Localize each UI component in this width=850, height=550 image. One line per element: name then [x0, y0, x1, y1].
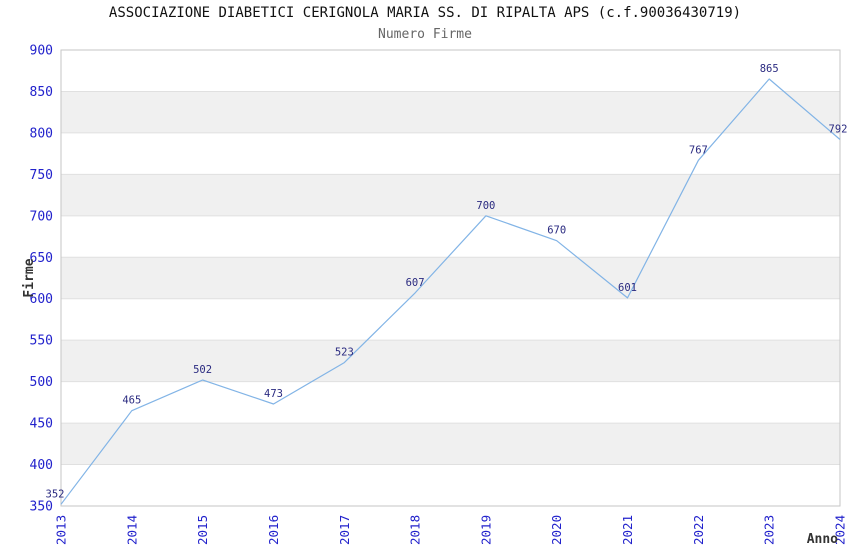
x-tick-label: 2020	[549, 515, 564, 545]
x-tick-label: 2014	[124, 515, 139, 545]
point-label: 473	[264, 388, 283, 400]
y-tick-label: 450	[30, 417, 53, 432]
y-tick-label: 800	[30, 126, 53, 141]
y-axis-tick-labels: 350 400 450 500 550 600 650 700 750 800 850 900	[30, 44, 53, 515]
y-tick-label: 400	[30, 458, 53, 473]
point-label: 502	[193, 364, 212, 376]
gridlines	[61, 49, 840, 507]
y-axis-title: Firme	[22, 258, 37, 297]
chart-title: ASSOCIAZIONE DIABETICI CERIGNOLA MARIA S…	[108, 5, 742, 21]
x-tick-label: 2013	[54, 515, 69, 545]
x-tick-label: 2015	[195, 515, 210, 545]
series-line-firme	[60, 78, 841, 505]
y-tick-label: 600	[30, 292, 53, 307]
y-tick-label: 750	[30, 168, 53, 183]
x-tick-label: 2023	[762, 515, 777, 545]
point-label: 607	[406, 277, 425, 289]
point-label: 465	[122, 395, 141, 407]
y-tick-label: 650	[30, 251, 53, 266]
point-label: 523	[335, 347, 354, 359]
x-tick-label: 2024	[833, 515, 848, 545]
y-tick-label: 550	[30, 334, 53, 349]
point-label: 352	[46, 488, 65, 500]
x-tick-label: 2021	[620, 515, 635, 545]
y-tick-label: 900	[30, 44, 53, 59]
y-tick-label: 350	[30, 500, 53, 515]
point-label: 792	[829, 124, 848, 136]
point-label: 700	[476, 200, 495, 212]
y-tick-label: 850	[30, 85, 53, 100]
background-bands	[61, 91, 840, 465]
x-axis-tick-labels: 2013 2014 2015 2016 2017 2018 2019 2020 2021 2022…	[54, 515, 848, 545]
chart-subtitle: Numero Firme	[378, 27, 472, 42]
point-labels: 352 465 502 473 523 607 700 670 601 767 865 792	[46, 63, 848, 500]
y-tick-label: 700	[30, 209, 53, 224]
point-label: 767	[689, 144, 708, 156]
x-tick-label: 2019	[478, 515, 493, 545]
y-tick-label: 500	[30, 375, 53, 390]
x-tick-label: 2018	[408, 515, 423, 545]
point-label: 670	[547, 225, 566, 237]
x-tick-label: 2022	[691, 515, 706, 545]
x-tick-label: 2016	[266, 515, 281, 545]
x-axis-title: Anno	[807, 532, 838, 547]
point-label: 601	[618, 282, 637, 294]
x-tick-label: 2017	[337, 515, 352, 545]
point-label: 865	[760, 63, 779, 75]
plot-border	[60, 49, 841, 507]
